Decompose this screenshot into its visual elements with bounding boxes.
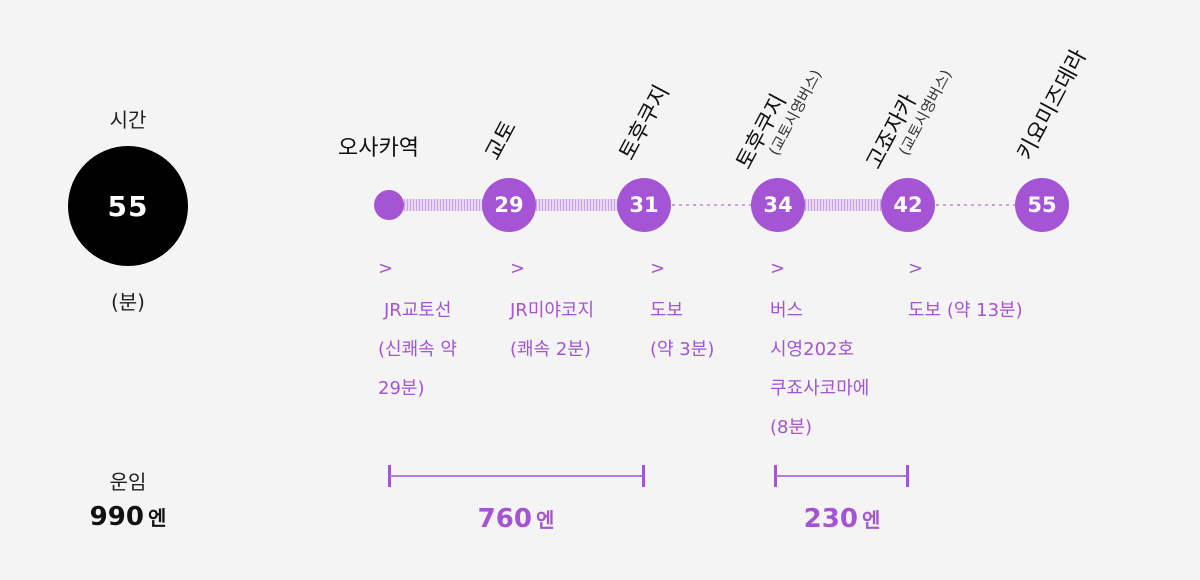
fare-segment-unit: 엔 <box>535 508 555 532</box>
fare-total-unit: 엔 <box>147 506 167 530</box>
station-name: 키요미즈데라 <box>1012 45 1092 165</box>
fare-segment-value: 760 <box>477 504 532 534</box>
leg-line: JR미야코지 <box>510 300 595 321</box>
leg-line: 29분) <box>378 378 425 399</box>
station-time: 42 <box>893 193 923 217</box>
station-name-main: 교토 <box>480 116 522 165</box>
leg-line: (신쾌속 약 <box>378 339 457 360</box>
fare-bracket-line <box>390 475 644 477</box>
chevron-right-icon: > <box>510 258 526 279</box>
station-time: 31 <box>629 193 659 217</box>
station-time: 29 <box>494 193 524 217</box>
station-dot: 55 <box>1015 178 1069 232</box>
fare-segment-unit: 엔 <box>861 508 881 532</box>
station-name: 토후쿠지 (교토시영버스) <box>732 56 826 181</box>
chevron-right-icon: > <box>378 258 394 279</box>
route-segment-bus <box>778 199 908 211</box>
station-time: 34 <box>763 193 793 217</box>
leg-line: JR교토선 <box>384 300 452 321</box>
station-name-main: 토후쿠지 <box>614 81 675 165</box>
leg-line: 버스 <box>770 300 804 321</box>
fare-total: 990 엔 <box>48 502 208 532</box>
station-dot-origin <box>374 190 404 220</box>
station-name-main: 키요미즈데라 <box>1012 45 1092 165</box>
fare-total-value: 990 <box>89 502 144 532</box>
fare-segment-value: 230 <box>803 504 858 534</box>
leg-line: (8분) <box>770 417 813 438</box>
fare-bracket-start <box>774 465 777 487</box>
route-segment-walk <box>644 204 778 206</box>
leg-info: > 버스 시영202호 쿠죠사코마에 (8분) <box>770 258 869 447</box>
chevron-right-icon: > <box>650 258 666 279</box>
fare-segment: 230 엔 <box>762 504 922 534</box>
fare-bracket-start <box>388 465 391 487</box>
leg-line: 시영202호 <box>770 339 855 360</box>
fare-bracket-end <box>906 465 909 487</box>
station-name: 고죠자카 (교토시영버스) <box>862 56 956 181</box>
station-name: 교토 <box>480 116 522 165</box>
leg-line: 도보 (약 13분) <box>908 300 1023 321</box>
fare-bracket-line <box>776 475 908 477</box>
leg-info: > JR교토선 (신쾌속 약 29분) <box>378 258 457 408</box>
station-dot: 34 <box>751 178 805 232</box>
leg-line: (약 3분) <box>650 339 715 360</box>
station-name-origin: 오사카역 <box>338 136 419 161</box>
fare-bracket-end <box>642 465 645 487</box>
leg-line: 쿠죠사코마에 <box>770 378 870 399</box>
leg-line: (쾌속 2분) <box>510 339 591 360</box>
route-segment-rail <box>389 199 509 211</box>
chevron-right-icon: > <box>908 258 924 279</box>
leg-line: 도보 <box>650 300 684 321</box>
station-dot: 42 <box>881 178 935 232</box>
leg-info: > 도보 (약 3분) <box>650 258 714 369</box>
leg-info: > JR미야코지 (쾌속 2분) <box>510 258 594 369</box>
fare-label: 운임 <box>109 470 147 494</box>
chevron-right-icon: > <box>770 258 786 279</box>
route-segment-walk <box>908 204 1042 206</box>
route-segment-rail <box>509 199 644 211</box>
station-dot: 29 <box>482 178 536 232</box>
station-dot: 31 <box>617 178 671 232</box>
station-time: 55 <box>1027 193 1057 217</box>
station-name: 토후쿠지 <box>614 81 675 165</box>
leg-info: > 도보 (약 13분) <box>908 258 1023 330</box>
total-time-value: 55 <box>107 189 149 223</box>
fare-segment: 760 엔 <box>436 504 596 534</box>
time-unit-label: (분) <box>110 290 145 314</box>
total-time-circle: 55 <box>68 146 188 266</box>
time-label: 시간 <box>109 108 147 132</box>
